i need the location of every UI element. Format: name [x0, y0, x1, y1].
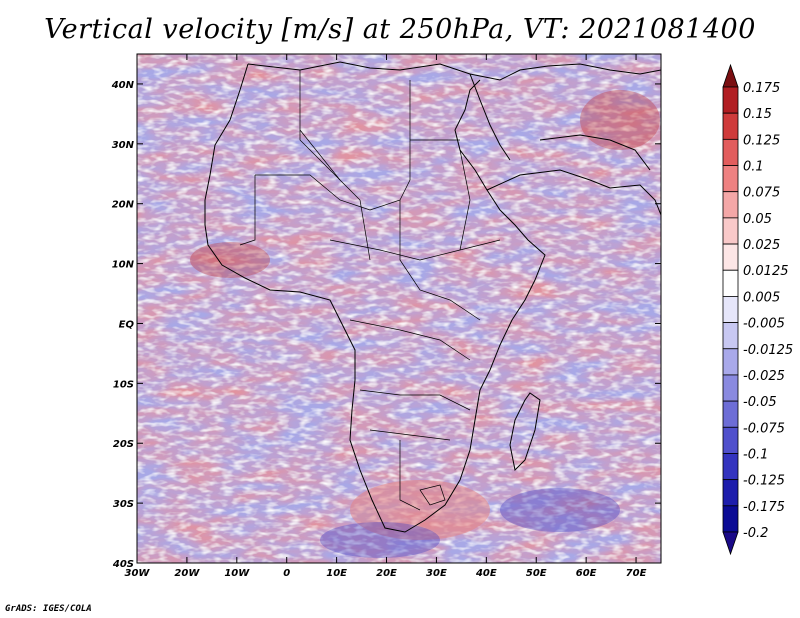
colorbar-label: -0.125: [743, 474, 785, 489]
colorbar-swatch: [722, 505, 739, 533]
lat-tick-label: 40S: [112, 559, 134, 570]
lon-tick-label: 50E: [526, 568, 547, 579]
map-title: Vertical velocity [m/s] at 250hPa, VT: 2…: [44, 14, 756, 45]
lat-tick-label: EQ: [119, 319, 135, 330]
lon-tick-label: 40E: [475, 568, 497, 579]
colorbar-label: -0.075: [743, 421, 785, 436]
lat-tick-label: 20N: [112, 200, 135, 211]
country-borders: [239, 70, 501, 511]
lon-tick-label: 0: [283, 568, 290, 579]
lat-tick-label: 10S: [113, 379, 134, 390]
lat-tick-label: 10N: [112, 260, 135, 271]
lon-tick-label: 20W: [174, 568, 200, 579]
colorbar-label: -0.025: [743, 369, 785, 384]
axis-ticks: [136, 54, 661, 564]
colorbar-swatch: [722, 426, 739, 454]
lon-tick-labels: 30W 20W 10W 0 10E 20E 30E 40E 50E 60E 70E: [125, 568, 647, 579]
colorbar-swatch: [722, 217, 739, 245]
colorbar-swatch: [722, 165, 739, 193]
colorbar-label: 0.1: [743, 160, 764, 175]
colorbar-swatch: [722, 296, 739, 323]
lon-tick-label: 30E: [426, 568, 447, 579]
colorbar-label: 0.15: [743, 107, 772, 122]
colorbar-labels: 0.175 0.15 0.125 0.1 0.075 0.05 0.025 0.0125 0.0…: [743, 81, 793, 541]
colorbar-swatch: [722, 86, 739, 114]
colorbar-swatch: [722, 531, 739, 556]
colorbar-swatch: [722, 112, 739, 140]
plot-frame: [136, 53, 662, 564]
colorbar-swatch: [722, 374, 739, 402]
colorbar-label: -0.2: [743, 526, 768, 541]
colorbar-swatch: [722, 269, 739, 297]
colorbar-swatch: [722, 243, 739, 271]
colorbar-label: 0.075: [743, 186, 780, 201]
colorbar-swatch: [722, 138, 739, 166]
lon-tick-label: 20E: [376, 568, 397, 579]
colorbar-label: -0.175: [743, 500, 785, 515]
colorbar-swatch: [722, 453, 739, 481]
coastlines: [204, 61, 661, 533]
colorbar-label: -0.1: [743, 447, 768, 462]
colorbar-swatch: [722, 322, 739, 350]
colorbar-swatch: [722, 479, 739, 507]
velocity-field: [137, 54, 661, 563]
lat-tick-label: 40N: [111, 80, 135, 91]
colorbar-swatch: [722, 191, 739, 219]
lon-tick-label: 70E: [626, 568, 647, 579]
lat-tick-label: 20S: [113, 439, 134, 450]
lon-tick-label: 30W: [125, 568, 151, 579]
colorbar-label: -0.0125: [743, 343, 793, 358]
lat-tick-label: 30N: [112, 140, 135, 151]
colorbar-label: 0.125: [743, 133, 780, 148]
lon-tick-label: 10E: [326, 568, 347, 579]
colorbar-label: 0.005: [743, 290, 780, 305]
lat-tick-label: 30S: [113, 499, 134, 510]
colorbar-label: 0.025: [743, 238, 780, 253]
lon-tick-label: 60E: [576, 568, 597, 579]
lat-tick-labels: 40N 30N 20N 10N EQ 10S 20S 30S 40S: [111, 80, 135, 570]
colorbar: [722, 63, 739, 556]
colorbar-label: -0.05: [743, 395, 777, 410]
colorbar-label: 0.05: [743, 212, 772, 227]
colorbar-swatch: [722, 348, 739, 376]
colorbar-label: -0.005: [743, 317, 785, 332]
colorbar-label: 0.0125: [743, 264, 789, 279]
grads-credit: GrADS: IGES/COLA: [5, 604, 92, 614]
colorbar-label: 0.175: [743, 81, 780, 96]
lon-tick-label: 10W: [224, 568, 250, 579]
colorbar-swatch: [722, 63, 739, 88]
colorbar-swatch: [722, 400, 739, 428]
